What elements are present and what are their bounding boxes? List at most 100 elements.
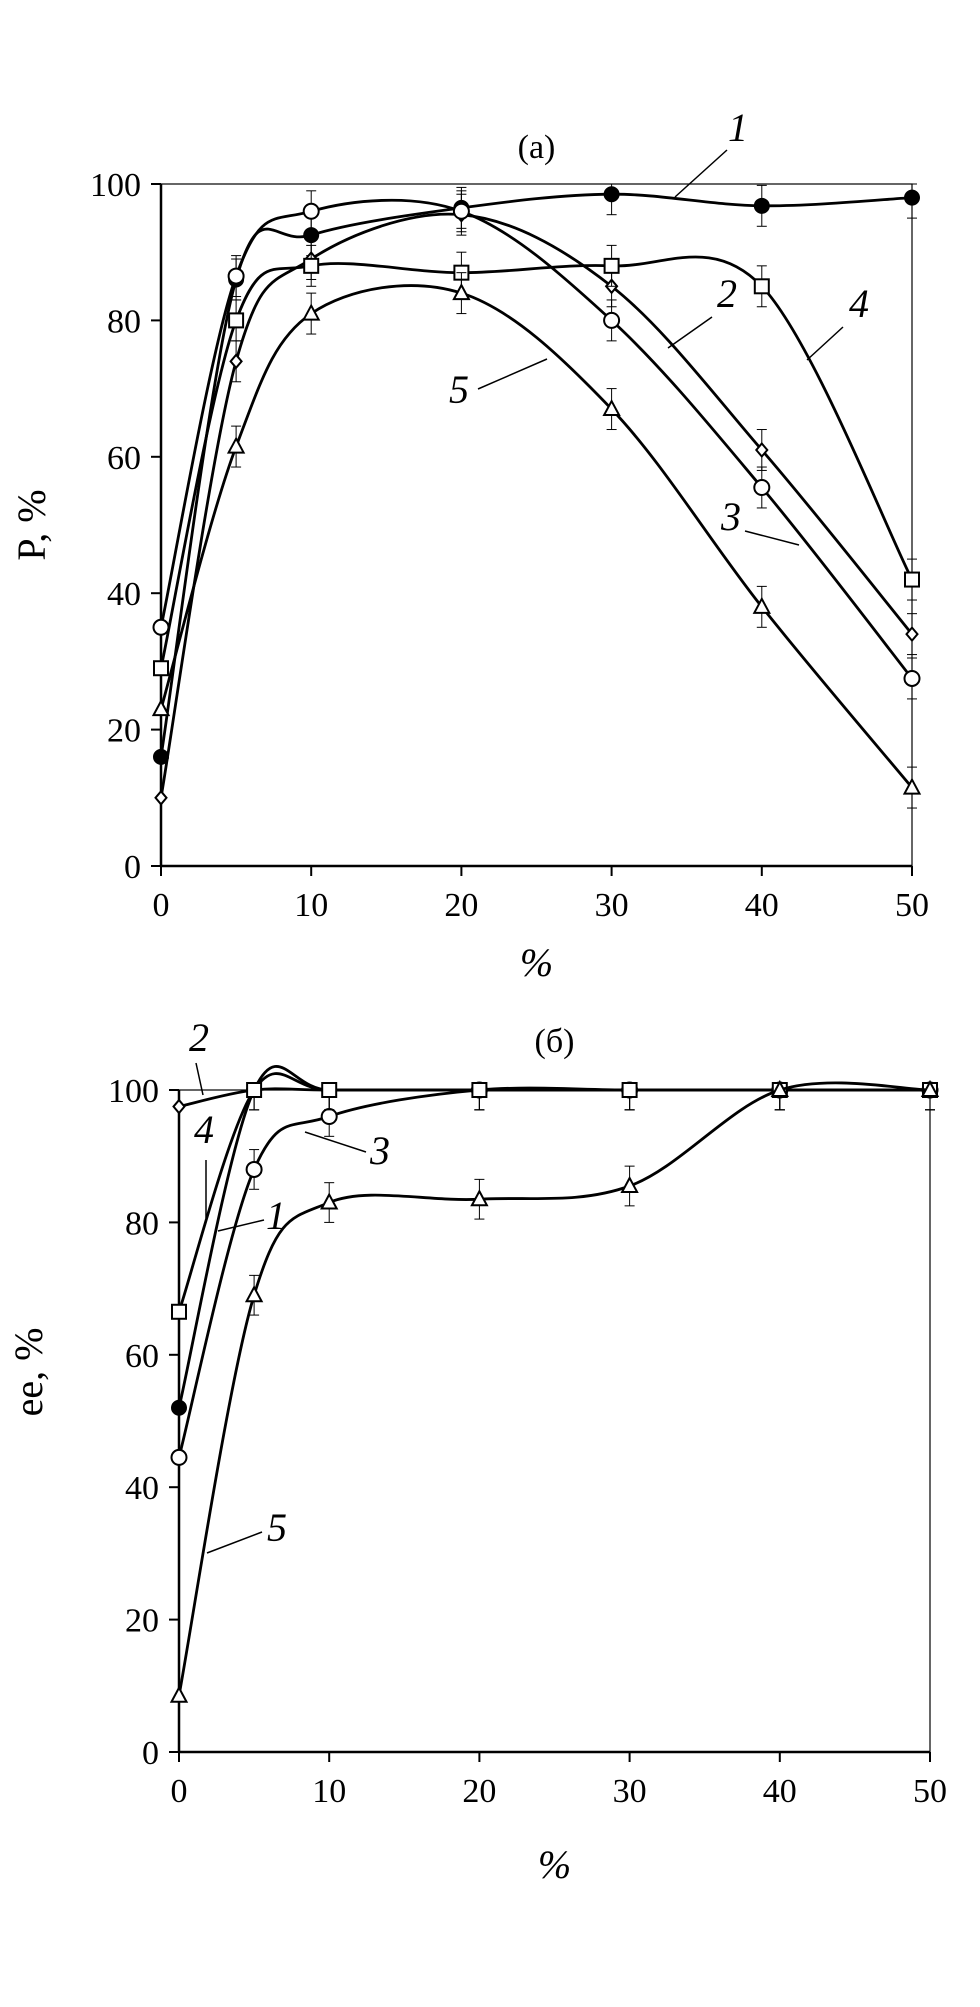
series-3-leader — [744, 530, 800, 546]
chart-title: (б) — [535, 1023, 575, 1060]
series-5-point — [226, 436, 246, 454]
x-tick-label: 20 — [462, 1773, 496, 1810]
y-tick-label: 0 — [142, 1735, 159, 1772]
series-4-point — [321, 1082, 338, 1098]
x-tick-label: 30 — [595, 887, 629, 924]
y-tick-label: 60 — [125, 1338, 159, 1375]
series-1-point — [603, 186, 620, 203]
series-1: 1 — [171, 1065, 938, 1416]
series-4-line — [159, 255, 914, 670]
x-tick-label: 0 — [153, 887, 170, 924]
series-1-line — [177, 1065, 932, 1410]
series-4-point — [246, 1082, 263, 1098]
x-tick-label: 0 — [171, 1773, 188, 1810]
series-5-point — [920, 1079, 940, 1097]
x-tick-label: 10 — [312, 1773, 346, 1810]
y-tick-label: 60 — [107, 440, 141, 477]
series-1-line — [159, 192, 914, 759]
series-4-label: 4 — [849, 281, 869, 326]
series-4: 4 — [171, 1072, 938, 1320]
series-3-point — [452, 202, 470, 220]
y-tick-label: 80 — [107, 303, 141, 340]
series-4-point — [603, 257, 620, 274]
series-4-leader — [806, 326, 844, 361]
y-tick-label: 40 — [125, 1470, 159, 1507]
series-4-point — [904, 571, 920, 588]
series-5-leader — [477, 358, 548, 390]
series-4-point — [171, 1303, 187, 1320]
series-1-point — [171, 1399, 187, 1416]
chart-title: (a) — [518, 129, 556, 166]
y-tick-label: 20 — [107, 713, 141, 750]
series-4-point — [621, 1082, 638, 1098]
series-2-label: 2 — [717, 271, 737, 316]
series-5-label: 5 — [267, 1505, 287, 1550]
series-2-point — [172, 1098, 186, 1115]
series-2-leader — [195, 1062, 204, 1096]
series-3-point — [302, 202, 320, 220]
y-axis-label: ee, % — [6, 1328, 51, 1417]
series-3-point — [320, 1107, 338, 1125]
plot-frame — [178, 1089, 931, 1753]
series-3-point — [152, 618, 170, 636]
series-5-point — [752, 596, 771, 614]
x-tick-label: 40 — [763, 1773, 797, 1810]
x-tick-label: 20 — [444, 887, 478, 924]
series-3-point — [603, 311, 621, 329]
series-2-point — [229, 353, 243, 370]
series-2-point — [154, 789, 168, 806]
series-5: 5 — [169, 1079, 940, 1703]
series-3-point — [753, 478, 771, 496]
series-2-label: 2 — [189, 1015, 209, 1060]
series-1-leader — [217, 1219, 265, 1232]
series-3-line — [177, 1086, 932, 1459]
series-5-point — [470, 1189, 489, 1207]
series-3: 3 — [152, 190, 921, 700]
series-5-point — [302, 303, 321, 321]
y-tick-label: 20 — [125, 1603, 159, 1640]
x-axis-label: % — [538, 1842, 571, 1887]
series-5-point — [602, 398, 621, 417]
series-2: 2 — [154, 193, 919, 806]
series-5-point — [151, 699, 171, 717]
series-5-point — [452, 283, 471, 301]
y-axis-label: P, % — [9, 489, 54, 560]
series-5-line — [159, 284, 914, 789]
x-tick-label: 50 — [895, 887, 929, 924]
series-1-label: 1 — [266, 1193, 286, 1238]
series-3-point — [227, 267, 245, 285]
y-tick-label: 100 — [108, 1073, 159, 1110]
y-tick-label: 80 — [125, 1205, 159, 1242]
x-tick-label: 50 — [913, 1773, 947, 1810]
series-4-point — [303, 257, 320, 274]
series-5-point — [320, 1192, 339, 1210]
series-2-leader — [667, 316, 713, 349]
series-3-leader — [304, 1131, 367, 1153]
series-3: 3 — [170, 1081, 939, 1466]
x-tick-label: 10 — [294, 887, 328, 924]
series-4-point — [471, 1082, 488, 1098]
series-5-label: 5 — [449, 367, 469, 412]
x-tick-label: 30 — [613, 1773, 647, 1810]
series-1-point — [753, 197, 770, 214]
series-4-label: 4 — [194, 1107, 214, 1152]
x-axis-label: % — [520, 940, 553, 985]
panel-a: 0 10 20 30 40 50 0 20 40 60 80 100 (a)% P, % 1 2 3 4 5 — [9, 105, 929, 985]
series-5-line — [177, 1081, 932, 1698]
series-5: 5 — [151, 272, 922, 809]
series-3-label: 3 — [369, 1128, 390, 1173]
series-4: 4 — [153, 244, 920, 677]
series-5-point — [169, 1685, 189, 1703]
series-3-point — [903, 669, 921, 687]
series-2-point — [754, 441, 769, 459]
series-3-point — [170, 1448, 188, 1466]
series-2-line — [177, 1087, 932, 1108]
series-3-point — [245, 1160, 263, 1178]
series-5-leader — [206, 1531, 263, 1554]
series-1-leader — [674, 149, 728, 198]
x-tick-label: 40 — [745, 887, 779, 924]
series-1-point — [904, 189, 920, 206]
series-4-point — [228, 312, 245, 329]
series-3-label: 3 — [720, 494, 741, 539]
